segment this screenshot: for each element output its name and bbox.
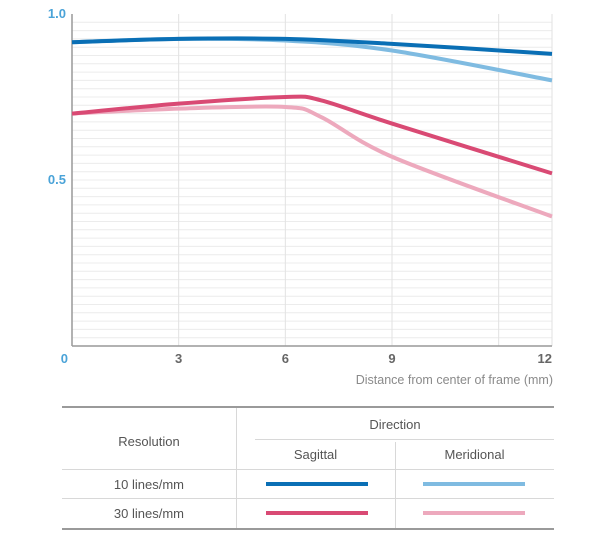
legend-column-meridional: Meridional — [444, 447, 505, 462]
chart-axes — [71, 14, 552, 347]
x-tick-label: 0 — [61, 351, 68, 366]
legend-swatch-10-meridional — [423, 482, 525, 486]
y-tick-label: 0.5 — [48, 172, 66, 187]
legend-swatch-10-sagittal — [266, 482, 368, 486]
legend-row-30: 30 lines/mm — [113, 506, 184, 521]
mtf-chart: 1.0 0.5 0 3 6 9 12 Distance from center of fra… — [48, 6, 553, 387]
series-line — [71, 36, 553, 83]
legend-table: Resolution Direction Sagittal Meridional… — [62, 406, 554, 530]
legend-row-header: Resolution — [118, 434, 180, 449]
x-axis-label: Distance from center of frame (mm) — [356, 373, 553, 387]
legend-divider — [236, 408, 237, 528]
x-tick-label: 6 — [282, 351, 289, 366]
legend-row-10: 10 lines/mm — [113, 477, 184, 492]
legend-column-group: Direction — [369, 417, 421, 432]
x-tick-label: 9 — [388, 351, 395, 366]
legend-divider — [395, 442, 396, 528]
series-line — [71, 104, 553, 219]
legend-divider — [62, 469, 554, 470]
x-tick-label: 3 — [175, 351, 182, 366]
legend-swatch-30-sagittal — [266, 511, 368, 515]
chart-grid — [72, 14, 553, 346]
legend-divider — [62, 498, 554, 499]
chart-ticks: 1.0 0.5 0 3 6 9 12 — [48, 6, 552, 366]
series-line — [71, 36, 553, 56]
y-tick-label: 1.0 — [48, 6, 66, 21]
chart-series — [71, 36, 553, 219]
legend-column-sagittal: Sagittal — [293, 447, 338, 462]
x-tick-label: 12 — [538, 351, 552, 366]
series-line — [71, 94, 553, 176]
legend-swatch-30-meridional — [423, 511, 525, 515]
legend-divider — [255, 439, 554, 440]
